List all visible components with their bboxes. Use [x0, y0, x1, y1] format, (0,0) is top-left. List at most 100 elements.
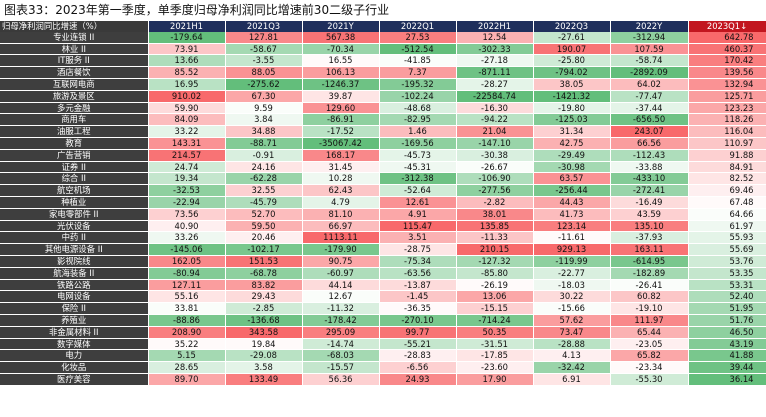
value-cell: -37.44	[610, 102, 689, 115]
table-row: 医疗美容 89.70 133.49 56.36 24.93 17.90 6.91 -55.30…	[0, 373, 766, 386]
value-cell: -52.64	[379, 184, 457, 197]
value-cell: -27.61	[533, 31, 611, 44]
industry-name: 航海装备 II	[0, 267, 149, 280]
value-cell: 34.88	[225, 125, 303, 138]
industry-name: 证券 II	[0, 161, 149, 174]
value-cell: 135.10	[610, 220, 689, 233]
value-cell: 106.13	[302, 66, 380, 79]
value-cell: -45.79	[225, 196, 303, 209]
industry-name: 综合 II	[0, 172, 149, 186]
value-cell: 61.97	[688, 220, 766, 233]
value-cell: 127.81	[225, 31, 303, 44]
value-cell: 66.56	[610, 137, 689, 150]
column-header: 2022Y	[610, 21, 689, 32]
value-cell: -871.11	[456, 66, 534, 79]
value-cell: -119.99	[533, 255, 611, 268]
value-cell: 43.19	[688, 338, 766, 351]
value-cell: -36.35	[379, 302, 457, 315]
value-cell: 343.58	[225, 326, 303, 339]
value-cell: 13.66	[148, 54, 226, 68]
value-cell: -28.88	[533, 338, 611, 351]
value-cell: 4.79	[302, 196, 380, 209]
value-cell: -58.67	[225, 43, 303, 56]
value-cell: -88.71	[225, 137, 303, 150]
value-cell: -178.42	[302, 314, 380, 327]
value-cell: 162.05	[148, 255, 226, 268]
value-cell: -19.10	[610, 302, 689, 315]
industry-name: 酒店餐饮	[0, 66, 149, 79]
value-cell: -26.67	[456, 161, 534, 174]
value-cell: -35067.42	[302, 137, 380, 150]
table-row: 航空机场 -32.53 32.55 62.43 -52.64 -277.56 -256.44…	[0, 184, 766, 197]
value-cell: 910.02	[148, 90, 226, 103]
value-cell: 84.91	[688, 161, 766, 174]
value-cell: 39.87	[302, 90, 380, 103]
value-cell: 41.73	[533, 208, 611, 221]
value-cell: 4.91	[379, 208, 457, 221]
value-cell: 40.90	[148, 220, 226, 233]
column-header-sorted[interactable]: 2023Q1↓	[688, 21, 766, 32]
value-cell: -179.90	[302, 243, 380, 256]
value-cell: 6.91	[533, 373, 611, 386]
value-cell: -22.77	[533, 267, 611, 280]
value-cell: 24.93	[379, 373, 457, 386]
value-cell: -26.41	[610, 279, 689, 292]
value-cell: 170.42	[688, 54, 766, 68]
value-cell: -312.38	[379, 172, 457, 186]
value-cell: 12.67	[302, 290, 380, 304]
value-cell: 143.31	[148, 137, 226, 150]
value-cell: -656.50	[610, 113, 689, 127]
value-cell: -88.86	[148, 314, 226, 327]
value-cell: 53.31	[688, 279, 766, 292]
value-cell: -68.03	[302, 349, 380, 363]
value-cell: 59.90	[148, 102, 226, 115]
value-cell: -17.52	[302, 125, 380, 138]
value-cell: -30.38	[456, 149, 534, 162]
value-cell: 57.62	[533, 314, 611, 327]
value-cell: 118.26	[688, 113, 766, 127]
value-cell: 5.15	[148, 349, 226, 363]
column-header: 2021Q3	[225, 21, 303, 32]
table-row: 家电零部件 II 73.56 52.70 81.10 4.91 38.01 41.73 43.…	[0, 208, 766, 221]
value-cell: 65.44	[610, 326, 689, 339]
value-cell: 16.55	[302, 54, 380, 68]
value-cell: 16.95	[148, 78, 226, 91]
value-cell: -1.45	[379, 290, 457, 304]
value-cell: -112.43	[610, 149, 689, 162]
header-label: 归母净利润同比增速（%）	[0, 21, 149, 32]
value-cell: 38.05	[533, 78, 611, 91]
value-cell: 32.55	[225, 184, 303, 197]
value-cell: -275.62	[225, 78, 303, 91]
value-cell: 35.22	[148, 338, 226, 351]
industry-name: 多元金融	[0, 102, 149, 115]
value-cell: 295.09	[302, 326, 380, 339]
value-cell: -29.08	[225, 349, 303, 363]
value-cell: 168.17	[302, 149, 380, 162]
value-cell: -6.56	[379, 361, 457, 374]
value-cell: 51.76	[688, 314, 766, 327]
value-cell: -32.53	[148, 184, 226, 197]
table-row: 酒店餐饮 85.52 88.05 106.13 7.37 -871.11 -794.02 -2…	[0, 66, 766, 79]
value-cell: -45.73	[379, 149, 457, 162]
value-cell: 67.48	[688, 196, 766, 209]
industry-name: 互联网电商	[0, 78, 149, 91]
value-cell: 41.88	[688, 349, 766, 363]
industry-name: 林业 II	[0, 43, 149, 56]
value-cell: 127.11	[148, 279, 226, 292]
column-header: 2022H1	[456, 21, 534, 32]
value-cell: 190.07	[533, 43, 611, 56]
value-cell: 33.26	[148, 231, 226, 245]
column-header: 2021Y	[302, 21, 380, 32]
value-cell: 42.75	[533, 137, 611, 150]
value-cell: -32.42	[533, 361, 611, 374]
value-cell: 24.74	[148, 161, 226, 174]
table-row: 电网设备 55.16 29.43 12.67 -1.45 13.06 30.22 60.82 5…	[0, 290, 766, 304]
value-cell: -28.83	[379, 349, 457, 363]
value-cell: 20.46	[225, 231, 303, 245]
industry-name: 养殖业	[0, 314, 149, 327]
table-row: 专业连锁 II -179.64 127.81 567.38 27.53 12.54 -27.…	[0, 31, 766, 44]
table-row: 影视院线 162.05 151.53 90.75 -75.34 -127.32 -119.9…	[0, 255, 766, 268]
value-cell: 111.97	[610, 314, 689, 327]
value-cell: -45.31	[379, 161, 457, 174]
table-body: 专业连锁 II -179.64 127.81 567.38 27.53 12.54 -27.…	[0, 31, 766, 386]
